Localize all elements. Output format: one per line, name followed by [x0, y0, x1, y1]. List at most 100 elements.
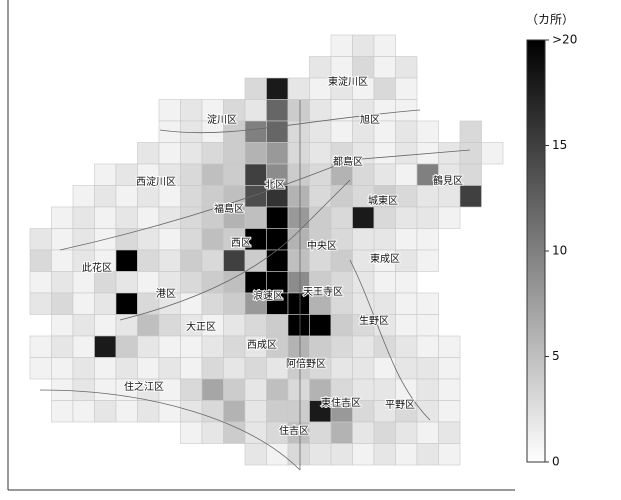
- grid-cell: [137, 228, 160, 251]
- grid-cell: [72, 314, 95, 337]
- grid-cell: [115, 206, 138, 229]
- grid-cell: [395, 421, 418, 444]
- grid-cell: [395, 163, 418, 186]
- grid-cell: [244, 206, 267, 229]
- ward-label: 港区: [156, 288, 176, 300]
- grid-cell: [266, 271, 289, 294]
- ward-label: 東淀川区: [328, 75, 368, 88]
- grid-cell: [309, 99, 332, 122]
- grid-cell: [158, 142, 181, 165]
- grid-cell: [309, 249, 332, 272]
- colorbar-tick-label: 5: [552, 349, 560, 363]
- grid-cell: [137, 185, 160, 208]
- grid-cell: [51, 271, 74, 294]
- grid-cell: [373, 378, 396, 401]
- ward-label: 大正区: [186, 320, 216, 333]
- grid-cell: [352, 34, 375, 57]
- grid-cell: [29, 271, 52, 294]
- grid-cell: [115, 163, 138, 186]
- grid-cell: [180, 249, 203, 272]
- grid-cell: [373, 77, 396, 100]
- grid-cell: [180, 142, 203, 165]
- grid-cell: [29, 228, 52, 251]
- grid-cell: [352, 292, 375, 315]
- grid-cell: [223, 335, 246, 358]
- grid-cell: [94, 292, 117, 315]
- grid-cell: [223, 249, 246, 272]
- grid-cell: [438, 421, 461, 444]
- grid-cell: [395, 185, 418, 208]
- grid-cell: [115, 185, 138, 208]
- grid-cell: [373, 34, 396, 57]
- grid-cell: [330, 443, 353, 466]
- grid-cell: [223, 314, 246, 337]
- ward-label: 西区: [231, 237, 251, 249]
- grid-cell: [416, 400, 439, 423]
- grid-cell: [72, 292, 95, 315]
- grid-cell: [94, 185, 117, 208]
- grid-cell: [244, 120, 267, 143]
- grid-cell: [266, 228, 289, 251]
- unit-label: （カ所）: [526, 13, 574, 27]
- grid-cell: [373, 228, 396, 251]
- grid-cell: [180, 185, 203, 208]
- grid-cell: [287, 99, 310, 122]
- grid-cell: [158, 99, 181, 122]
- grid-cell: [29, 357, 52, 380]
- grid-cell: [244, 185, 267, 208]
- grid-cell: [223, 400, 246, 423]
- grid-cell: [51, 206, 74, 229]
- grid-cell: [201, 421, 224, 444]
- grid-cell: [438, 142, 461, 165]
- ward-boundary: [159, 109, 421, 134]
- ward-label: 東住吉区: [321, 396, 361, 409]
- grid-cell: [158, 400, 181, 423]
- ward-boundary: [119, 179, 351, 321]
- grid-cell: [137, 357, 160, 380]
- grid-cell: [459, 185, 482, 208]
- grid-cell: [244, 357, 267, 380]
- ward-label: 福島区: [214, 202, 244, 215]
- grid-cell: [180, 421, 203, 444]
- grid-cell: [395, 378, 418, 401]
- grid-cell: [244, 271, 267, 294]
- grid-cell: [115, 249, 138, 272]
- grid-cell: [223, 378, 246, 401]
- grid-cell: [158, 206, 181, 229]
- grid-cell: [266, 314, 289, 337]
- grid-cell: [115, 335, 138, 358]
- grid-cell: [330, 120, 353, 143]
- grid-cell: [287, 185, 310, 208]
- grid-cell: [51, 378, 74, 401]
- grid-cell: [244, 163, 267, 186]
- grid-cell: [352, 357, 375, 380]
- grid-cell: [244, 421, 267, 444]
- grid-cell: [287, 142, 310, 165]
- grid-cell: [438, 357, 461, 380]
- grid-cell: [51, 228, 74, 251]
- grid-cell: [309, 185, 332, 208]
- grid-cell: [395, 292, 418, 315]
- grid-cell: [395, 56, 418, 79]
- grid-cell: [373, 292, 396, 315]
- grid-cell: [180, 99, 203, 122]
- grid-cell: [115, 400, 138, 423]
- grid-cell: [115, 314, 138, 337]
- grid-cell: [266, 378, 289, 401]
- ward-label: 西成区: [247, 339, 277, 351]
- ward-label: 天王寺区: [303, 286, 343, 298]
- grid-cell: [94, 357, 117, 380]
- grid-cell: [72, 357, 95, 380]
- grid-cell: [29, 335, 52, 358]
- grid-cell: [352, 56, 375, 79]
- grid-cell: [287, 249, 310, 272]
- grid-cell: [438, 400, 461, 423]
- grid-cell: [72, 378, 95, 401]
- grid-cell: [180, 292, 203, 315]
- grid-cell: [266, 99, 289, 122]
- ward-label: 此花区: [82, 261, 112, 274]
- grid-cell: [416, 443, 439, 466]
- grid-cell: [180, 120, 203, 143]
- ward-label: 都島区: [333, 155, 363, 168]
